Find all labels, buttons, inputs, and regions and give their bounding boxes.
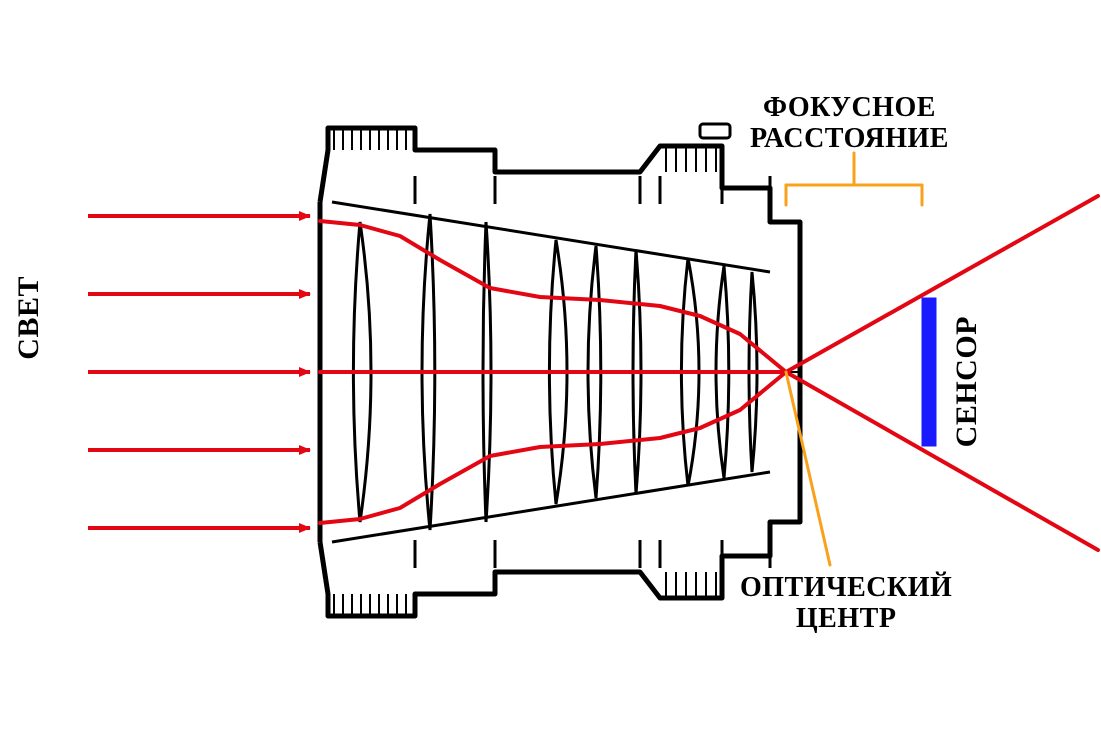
focal-length-label: ФОКУСНОЕ РАССТОЯНИЕ [750,92,949,155]
focal-bracket [786,153,922,205]
light-label: СВЕТ [12,276,46,360]
sensor-rect [922,298,936,446]
optical-center-line [786,372,830,565]
optical-center-label: ОПТИЧЕСКИЙ ЦЕНТР [740,572,952,635]
sensor-label: СЕНСОР [950,316,984,447]
incoming-arrows [88,216,310,528]
